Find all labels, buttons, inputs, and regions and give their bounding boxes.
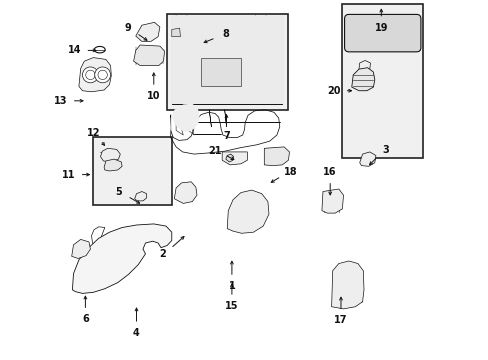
Bar (341, 4, 422, 158)
Text: 11: 11 (62, 170, 76, 180)
Polygon shape (170, 16, 284, 104)
Text: 17: 17 (333, 315, 347, 325)
Text: 6: 6 (82, 314, 89, 324)
Polygon shape (351, 68, 374, 91)
Polygon shape (72, 224, 171, 293)
Text: 4: 4 (133, 328, 140, 338)
Text: 18: 18 (283, 167, 297, 177)
Text: 16: 16 (323, 167, 336, 177)
Text: 8: 8 (222, 30, 229, 40)
Polygon shape (222, 152, 247, 165)
Text: 1: 1 (228, 281, 235, 291)
Text: 9: 9 (124, 23, 131, 33)
Polygon shape (227, 190, 268, 233)
Polygon shape (225, 154, 233, 162)
Polygon shape (359, 152, 375, 166)
Circle shape (95, 67, 110, 83)
Polygon shape (133, 45, 164, 66)
Circle shape (85, 70, 95, 80)
Text: 3: 3 (381, 145, 388, 155)
Polygon shape (169, 104, 199, 137)
Polygon shape (201, 58, 241, 86)
Polygon shape (134, 192, 146, 201)
Text: 5: 5 (115, 187, 122, 197)
Ellipse shape (94, 46, 105, 53)
Polygon shape (104, 159, 122, 171)
Text: 7: 7 (223, 131, 229, 141)
Text: 2: 2 (159, 249, 165, 259)
Polygon shape (79, 58, 111, 92)
Polygon shape (171, 28, 180, 37)
Polygon shape (72, 239, 90, 258)
Text: 12: 12 (87, 129, 100, 139)
Text: 20: 20 (326, 86, 340, 96)
Polygon shape (101, 148, 120, 162)
FancyBboxPatch shape (344, 14, 420, 52)
Bar (167, 14, 287, 110)
Text: 19: 19 (374, 23, 387, 33)
Text: 13: 13 (54, 96, 67, 106)
Polygon shape (331, 261, 363, 309)
Bar (93, 137, 172, 205)
Polygon shape (174, 182, 197, 203)
Polygon shape (264, 147, 289, 166)
Text: 15: 15 (224, 301, 238, 311)
Text: 21: 21 (208, 146, 222, 156)
Polygon shape (321, 189, 343, 213)
Polygon shape (136, 22, 160, 41)
Circle shape (82, 67, 98, 83)
Text: 10: 10 (147, 91, 160, 101)
Circle shape (98, 70, 107, 80)
Text: 14: 14 (68, 45, 81, 55)
